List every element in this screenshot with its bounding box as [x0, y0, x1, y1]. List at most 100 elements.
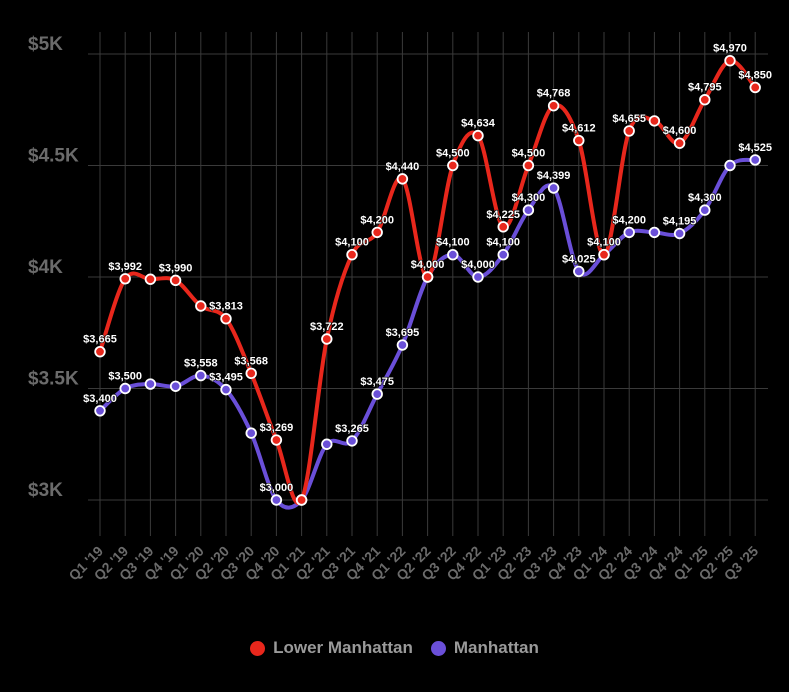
legend-item-manhattan[interactable]: Manhattan	[430, 638, 539, 658]
point-lower-manhattan[interactable]	[598, 248, 610, 261]
point-lower-manhattan[interactable]	[220, 313, 232, 325]
y-tick-label: $4K	[28, 257, 63, 278]
data-label-lower-manhattan: $4,612	[562, 123, 596, 135]
data-label-lower-manhattan: $4,970	[713, 43, 747, 55]
point-lower-manhattan[interactable]	[699, 94, 711, 106]
point-manhattan[interactable]	[573, 265, 585, 278]
point-manhattan[interactable]	[94, 405, 106, 417]
point-lower-manhattan[interactable]	[270, 434, 283, 446]
data-label-manhattan: $4,200	[612, 214, 646, 226]
point-manhattan[interactable]	[396, 339, 409, 351]
point-lower-manhattan[interactable]	[472, 129, 484, 142]
data-label-lower-manhattan: $4,500	[512, 148, 546, 160]
data-label-manhattan: $3,000	[260, 482, 294, 494]
point-lower-manhattan[interactable]	[295, 494, 308, 506]
legend-swatch-lower-manhattan	[250, 640, 266, 656]
legend-item-lower-manhattan[interactable]: Lower Manhattan	[250, 638, 413, 658]
point-manhattan[interactable]	[321, 438, 333, 450]
data-label-manhattan: $4,100	[486, 237, 520, 249]
point-lower-manhattan[interactable]	[421, 271, 434, 283]
point-manhattan[interactable]	[547, 182, 560, 194]
data-label-lower-manhattan: $4,850	[738, 69, 772, 81]
data-label-manhattan: $3,495	[209, 372, 243, 384]
point-manhattan[interactable]	[371, 388, 383, 400]
point-manhattan[interactable]	[346, 435, 358, 447]
point-manhattan[interactable]	[724, 159, 736, 172]
data-label-lower-manhattan: $4,225	[486, 209, 520, 221]
grid	[88, 32, 768, 536]
point-manhattan[interactable]	[673, 227, 686, 240]
point-manhattan[interactable]	[195, 369, 207, 382]
data-label-manhattan: $3,265	[335, 423, 369, 435]
point-lower-manhattan[interactable]	[396, 173, 409, 185]
data-label-lower-manhattan: $4,440	[386, 161, 420, 173]
point-manhattan[interactable]	[447, 248, 459, 261]
data-label-manhattan: $4,000	[461, 259, 495, 271]
data-label-lower-manhattan: $4,500	[436, 148, 470, 160]
data-label-lower-manhattan: $4,655	[612, 113, 646, 125]
series-points	[94, 54, 761, 506]
y-tick-label: $5K	[28, 34, 63, 55]
data-label-manhattan: $4,300	[512, 192, 546, 204]
data-label-lower-manhattan: $4,768	[537, 88, 571, 100]
data-label-lower-manhattan: $4,600	[663, 125, 697, 137]
point-manhattan[interactable]	[220, 383, 232, 396]
data-labels: $3,400 $3,500 $3,558 $3,495 $3,000 $3,265 $3,4…	[83, 42, 773, 495]
y-axis: $3K $3.5K $4K $4.5K $5K	[28, 34, 79, 501]
data-label-lower-manhattan: $3,568	[234, 355, 268, 367]
legend-swatch-manhattan	[430, 640, 446, 656]
data-label-manhattan: $3,558	[184, 358, 218, 370]
y-tick-label: $3K	[28, 480, 63, 501]
point-manhattan[interactable]	[119, 382, 131, 395]
point-lower-manhattan[interactable]	[648, 115, 661, 127]
point-manhattan[interactable]	[245, 427, 257, 439]
point-lower-manhattan[interactable]	[119, 273, 131, 285]
point-manhattan[interactable]	[270, 494, 283, 506]
point-manhattan[interactable]	[522, 204, 535, 216]
point-lower-manhattan[interactable]	[522, 159, 535, 172]
data-label-lower-manhattan: $4,100	[335, 237, 369, 249]
point-lower-manhattan[interactable]	[245, 367, 257, 380]
data-label-manhattan: $3,400	[83, 393, 117, 405]
point-lower-manhattan[interactable]	[447, 159, 459, 172]
data-label-lower-manhattan: $3,722	[310, 321, 344, 333]
point-manhattan[interactable]	[144, 378, 157, 390]
data-label-lower-manhattan: $3,665	[83, 334, 117, 346]
point-lower-manhattan[interactable]	[321, 333, 333, 345]
point-lower-manhattan[interactable]	[371, 226, 383, 239]
point-lower-manhattan[interactable]	[573, 134, 585, 147]
data-label-lower-manhattan: $3,813	[209, 301, 243, 313]
data-label-manhattan: $4,399	[537, 170, 571, 182]
point-lower-manhattan[interactable]	[547, 100, 560, 112]
point-lower-manhattan[interactable]	[623, 125, 635, 137]
data-label-manhattan: $4,100	[587, 237, 621, 249]
point-lower-manhattan[interactable]	[169, 274, 182, 287]
legend-label-manhattan: Manhattan	[453, 638, 539, 657]
point-manhattan[interactable]	[472, 271, 484, 283]
point-lower-manhattan[interactable]	[195, 300, 207, 312]
point-manhattan[interactable]	[497, 248, 509, 261]
data-label-lower-manhattan: $4,795	[688, 82, 722, 94]
data-label-manhattan: $4,100	[436, 237, 470, 249]
point-manhattan[interactable]	[699, 204, 711, 216]
legend-label-lower-manhattan: Lower Manhattan	[273, 638, 413, 657]
point-lower-manhattan[interactable]	[724, 54, 736, 67]
point-lower-manhattan[interactable]	[749, 81, 761, 94]
point-manhattan[interactable]	[648, 226, 661, 239]
point-lower-manhattan[interactable]	[144, 273, 157, 285]
point-lower-manhattan[interactable]	[497, 221, 509, 233]
data-label-manhattan: $4,525	[738, 142, 772, 154]
point-manhattan[interactable]	[623, 226, 635, 239]
point-manhattan[interactable]	[749, 154, 761, 166]
data-label-manhattan: $4,300	[688, 192, 722, 204]
data-label-lower-manhattan: $4,200	[360, 214, 394, 226]
data-label-manhattan: $3,475	[360, 376, 394, 388]
point-lower-manhattan[interactable]	[673, 137, 686, 149]
point-lower-manhattan[interactable]	[346, 248, 358, 261]
point-manhattan[interactable]	[169, 380, 182, 392]
point-lower-manhattan[interactable]	[94, 346, 106, 358]
legend: Lower Manhattan Manhattan	[0, 638, 789, 658]
y-tick-label: $3.5K	[28, 369, 79, 390]
